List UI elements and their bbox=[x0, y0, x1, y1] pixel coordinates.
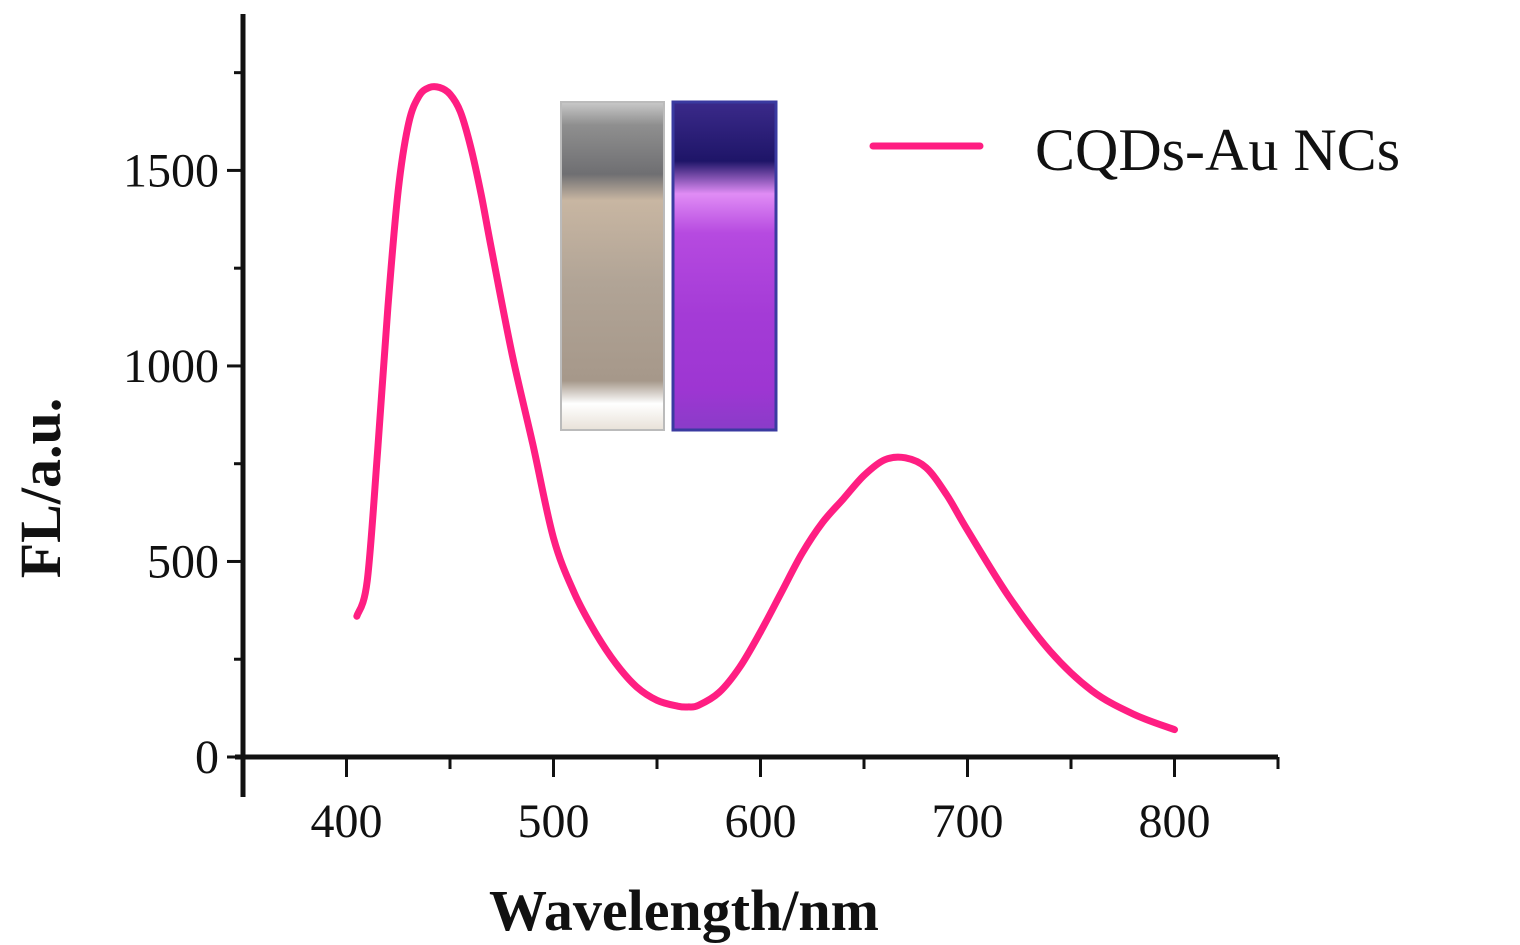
x-axis-title: Wavelength/nm bbox=[489, 878, 879, 943]
x-tick-label: 800 bbox=[1139, 795, 1211, 848]
series-line-cqds-au-ncs bbox=[353, 83, 1178, 734]
y-tick-label: 500 bbox=[147, 535, 219, 588]
x-tick-label: 400 bbox=[311, 795, 383, 848]
legend: CQDs-Au NCs bbox=[869, 117, 1400, 183]
y-tick-label: 1000 bbox=[123, 340, 219, 393]
plot-area: 400 500 600 700 800 0 500 1000 1500 bbox=[123, 14, 1280, 848]
inset-vial-right bbox=[671, 100, 778, 432]
y-tick-label: 0 bbox=[195, 731, 219, 784]
x-tick-label: 700 bbox=[932, 795, 1004, 848]
x-tick-label: 600 bbox=[725, 795, 797, 848]
y-tick-label: 1500 bbox=[123, 144, 219, 197]
x-tick-label: 500 bbox=[518, 795, 590, 848]
inset-photo bbox=[560, 100, 778, 432]
inset-vial-left bbox=[560, 101, 665, 431]
legend-label: CQDs-Au NCs bbox=[1035, 117, 1400, 183]
y-axis-title: FL/a.u. bbox=[8, 398, 73, 579]
